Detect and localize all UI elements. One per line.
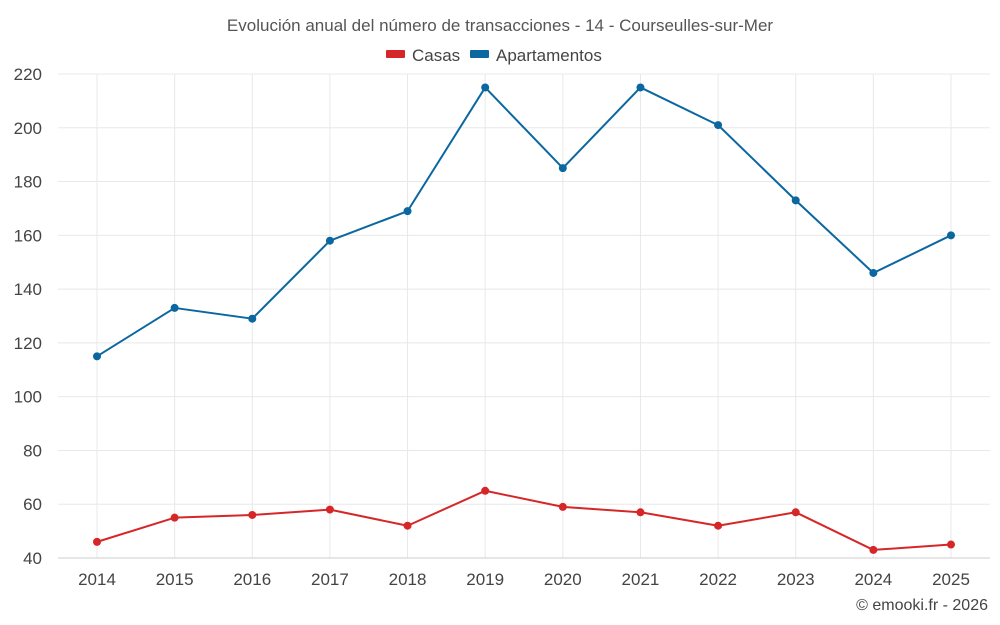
y-tick-label: 160	[14, 226, 42, 245]
data-point[interactable]	[248, 314, 257, 323]
series-line-casas	[96, 489, 952, 551]
legend-item-apartamentos[interactable]: Apartamentos	[470, 46, 602, 65]
x-tick-label: 2023	[777, 570, 815, 589]
data-point[interactable]	[325, 505, 334, 514]
data-point[interactable]	[714, 521, 723, 530]
legend-swatch	[470, 50, 489, 58]
data-point[interactable]	[403, 521, 412, 530]
x-tick-label: 2015	[156, 570, 194, 589]
data-point[interactable]	[170, 513, 179, 522]
data-point[interactable]	[558, 502, 567, 511]
legend-label: Apartamentos	[496, 46, 602, 65]
y-tick-label: 200	[14, 119, 42, 138]
data-point[interactable]	[714, 121, 723, 130]
data-point[interactable]	[947, 540, 955, 549]
data-point[interactable]	[170, 303, 179, 312]
x-tick-label: 2016	[233, 570, 271, 589]
legend-item-casas[interactable]: Casas	[386, 46, 460, 65]
axes: 40 60 80 100 120 140 160 180 200 220 2014 2015 2016 2…	[14, 65, 990, 589]
data-point[interactable]	[481, 486, 490, 495]
x-tick-label: 2018	[389, 570, 427, 589]
y-tick-label: 80	[23, 441, 42, 460]
x-tick-label: 2022	[699, 570, 737, 589]
data-point[interactable]	[325, 236, 334, 245]
y-tick-label: 100	[14, 388, 42, 407]
chart-title: Evolución anual del número de transaccio…	[227, 16, 773, 35]
y-tick-label: 140	[14, 280, 42, 299]
series-casas	[93, 486, 955, 554]
data-point[interactable]	[248, 510, 257, 519]
series-line-apartamentos	[96, 86, 952, 358]
x-tick-label: 2024	[854, 570, 892, 589]
data-point[interactable]	[93, 352, 101, 361]
data-point[interactable]	[791, 508, 800, 517]
x-tick-label: 2017	[311, 570, 349, 589]
data-point[interactable]	[93, 537, 101, 546]
legend-label: Casas	[412, 46, 460, 65]
x-tick-label: 2019	[466, 570, 504, 589]
data-point[interactable]	[636, 83, 645, 92]
data-point[interactable]	[403, 207, 412, 216]
y-tick-label: 120	[14, 334, 42, 353]
credit-text: © emooki.fr - 2026	[856, 597, 988, 614]
series-apartamentos	[93, 83, 955, 361]
data-point[interactable]	[869, 268, 878, 277]
grid	[58, 73, 990, 559]
data-point[interactable]	[558, 164, 567, 173]
x-tick-label: 2021	[622, 570, 660, 589]
legend-swatch	[386, 50, 405, 58]
y-tick-label: 180	[14, 173, 42, 192]
data-point[interactable]	[636, 508, 645, 517]
data-point[interactable]	[869, 545, 878, 554]
y-tick-label: 220	[14, 65, 42, 84]
data-point[interactable]	[947, 231, 955, 240]
x-tick-label: 2025	[932, 570, 970, 589]
x-tick-label: 2020	[544, 570, 582, 589]
y-tick-label: 40	[23, 549, 42, 568]
series-layer	[93, 83, 955, 554]
legend: Casas Apartamentos	[386, 46, 602, 65]
data-point[interactable]	[481, 83, 490, 92]
data-point[interactable]	[791, 196, 800, 205]
y-tick-label: 60	[23, 495, 42, 514]
x-tick-label: 2014	[78, 570, 116, 589]
